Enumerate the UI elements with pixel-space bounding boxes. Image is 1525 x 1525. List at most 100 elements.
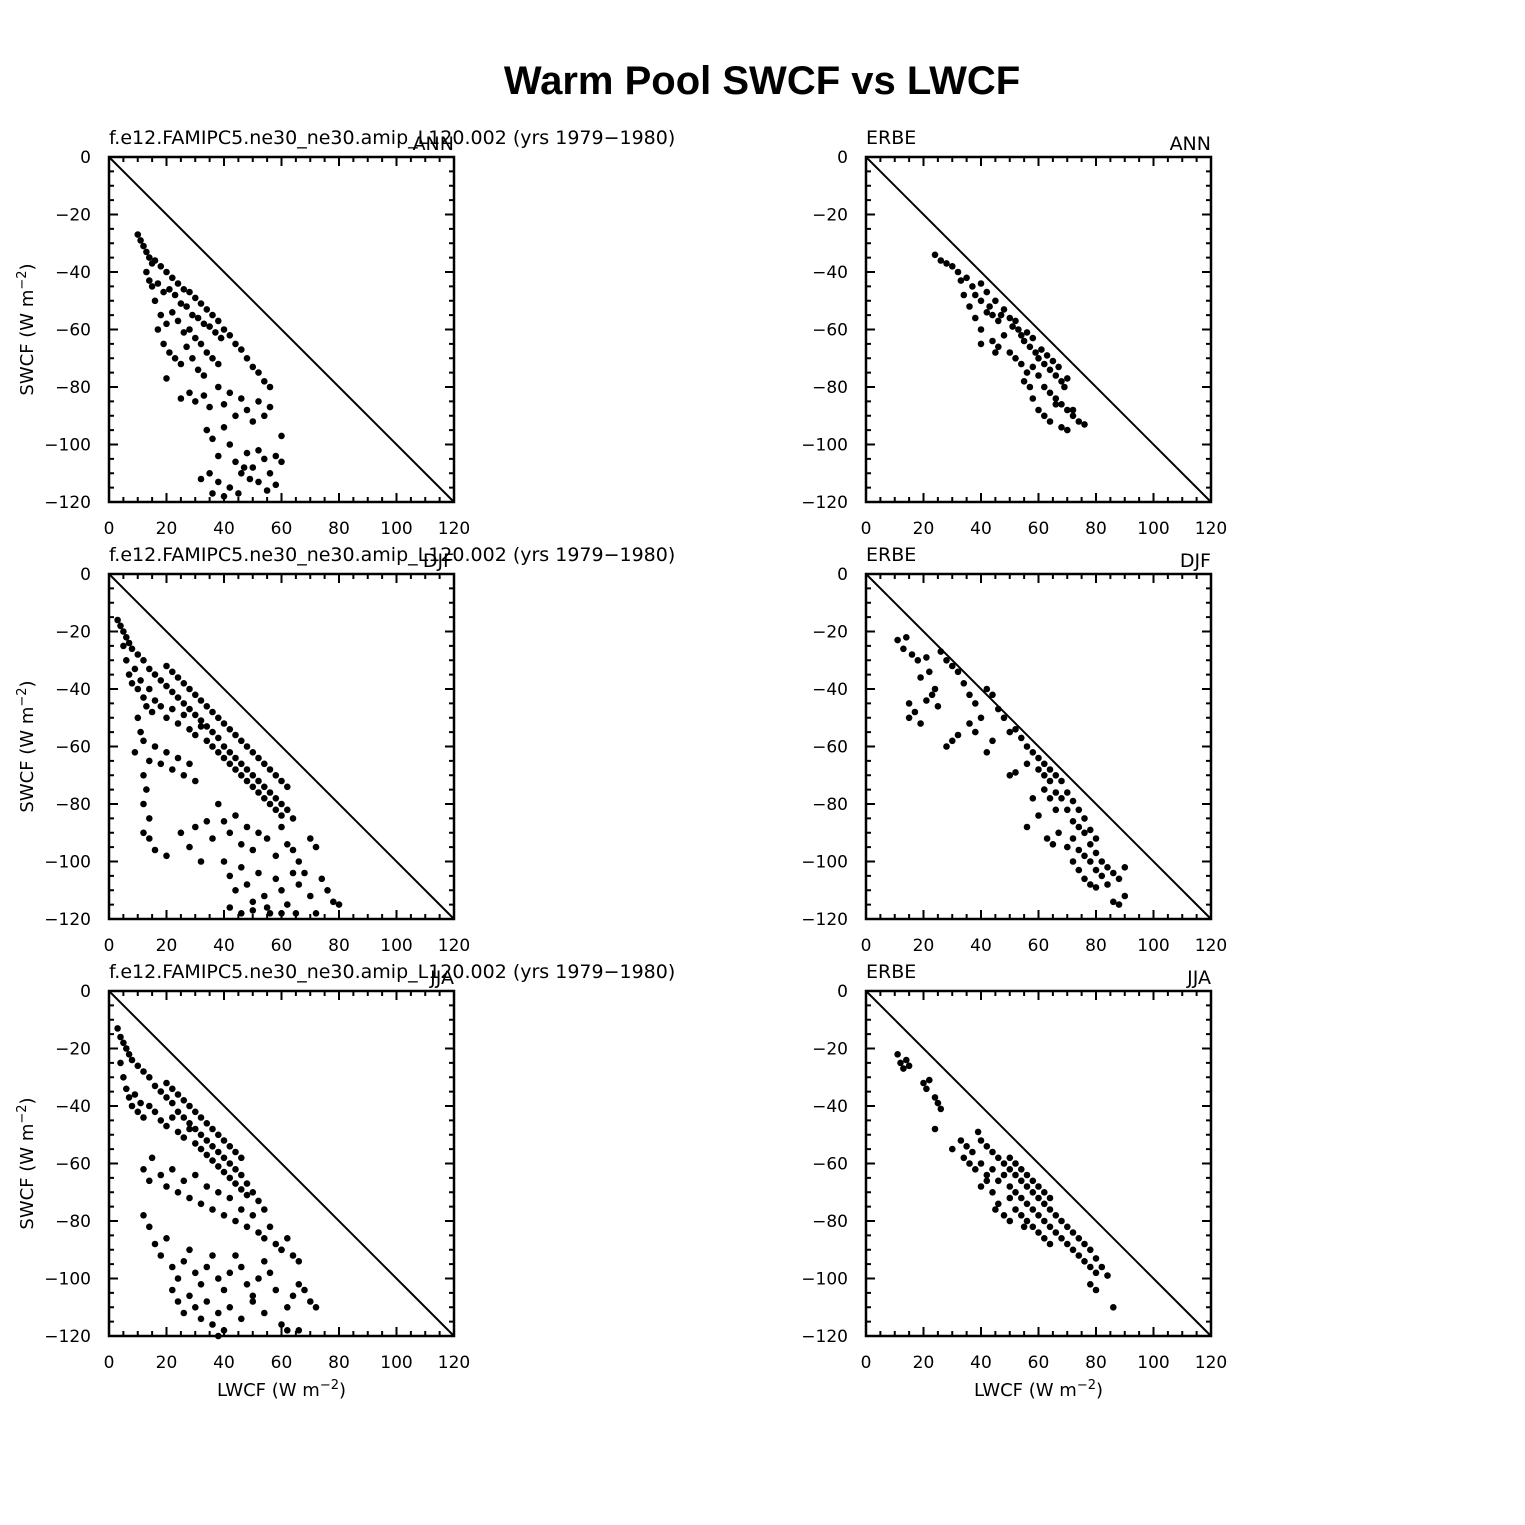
data-point [140,242,147,250]
data-point [289,1292,297,1300]
data-point [1075,866,1083,874]
data-point [1115,901,1123,908]
data-point [914,657,922,664]
data-point [128,1056,136,1064]
data-point [163,1079,170,1087]
data-point [120,628,127,635]
panel-model-JJA: 0 20 40 60 80 100 120 0 −20 −40 −60 −80 −100 −120 f.e1… [15,961,675,1401]
data-point [1046,777,1054,785]
data-point [206,403,213,411]
data-point [289,869,297,877]
data-point [197,1131,205,1139]
data-point [1075,418,1083,425]
data-point [1058,1217,1065,1225]
x-tick-label: 120 [438,519,470,539]
y-tick-label: −20 [55,206,91,226]
data-point [934,703,942,710]
data-point [203,349,211,356]
y-tick-label: −100 [44,436,91,456]
data-point [255,789,262,796]
plot-frame [864,989,1213,1338]
data-point [146,254,153,261]
data-point [900,645,907,653]
data-point [966,1160,973,1167]
data-point [261,412,268,420]
data-point [186,1125,193,1133]
data-point [238,395,245,402]
data-point [312,1304,320,1311]
data-point [1052,1212,1060,1219]
data-point [209,1143,216,1150]
data-point [157,263,165,270]
data-point [151,1108,159,1116]
panel-model-ANN: 0 20 40 60 80 100 120 0 −20 −40 −60 −80 −100 −120 f.e1… [15,127,675,539]
data-point [137,677,144,684]
data-point [209,490,216,497]
data-point [180,1309,188,1317]
data-point [238,346,245,353]
data-point [177,300,185,307]
data-point [992,1206,999,1213]
data-point [151,1082,159,1090]
panel-left-label: ERBE [866,544,916,566]
data-point [246,475,254,483]
data-point [1110,1304,1117,1311]
data-point [226,484,234,491]
y-tick-label: −20 [55,1040,91,1060]
panels: 0 20 40 60 80 100 120 0 −20 −40 −60 −80 −100 −120 f.e1… [15,127,1227,1401]
data-point [249,464,257,471]
data-point [1035,766,1042,773]
data-point [1006,1154,1014,1162]
data-point [1058,795,1065,802]
data-point [215,1275,222,1282]
data-point [143,268,150,276]
data-point [989,691,996,699]
y-tick-label: −80 [55,378,91,398]
data-point [312,910,320,917]
data-point [1092,1255,1100,1262]
data-point [146,835,153,842]
data-point [215,749,222,756]
data-point [146,1102,153,1110]
data-point [180,680,188,687]
data-point [1049,357,1057,365]
data-point [949,737,956,745]
data-point [897,1059,904,1067]
x-tick-label: 20 [913,519,935,539]
data-point [226,749,234,756]
data-point [1012,769,1019,776]
data-point [1041,412,1048,420]
panel-obs-DJF: 0 20 40 60 80 100 120 0 −20 −40 −60 −80 −100 −120 ERBE… [801,544,1227,956]
data-point [1006,349,1014,356]
data-point [1058,777,1065,785]
panel-left-label: f.e12.FAMIPC5.ne30_ne30.amip_L120.002 (y… [109,961,675,983]
data-point [1069,818,1077,825]
data-point [986,303,993,310]
data-point [197,1114,205,1121]
data-point [232,412,239,420]
data-point [1029,1223,1037,1231]
data-point [263,835,271,842]
data-point [1052,401,1060,408]
data-point [992,349,999,356]
data-point [1046,1194,1054,1202]
data-point [169,1166,176,1173]
x-tick-label: 0 [861,936,872,956]
data-point [1069,835,1077,842]
data-point [1081,1240,1088,1248]
data-point [163,268,170,276]
data-point [203,1183,211,1190]
data-point [1081,815,1088,822]
data-point [923,697,930,704]
data-point [1069,406,1077,414]
data-point [1055,363,1062,371]
data-point [1041,383,1048,391]
data-point [1110,898,1117,906]
y-tick-label: 0 [837,982,848,1002]
data-point [134,231,142,238]
data-point [203,1263,211,1271]
data-point [238,1154,245,1162]
data-point [183,303,190,310]
data-point [272,795,280,802]
data-point [1043,835,1051,842]
